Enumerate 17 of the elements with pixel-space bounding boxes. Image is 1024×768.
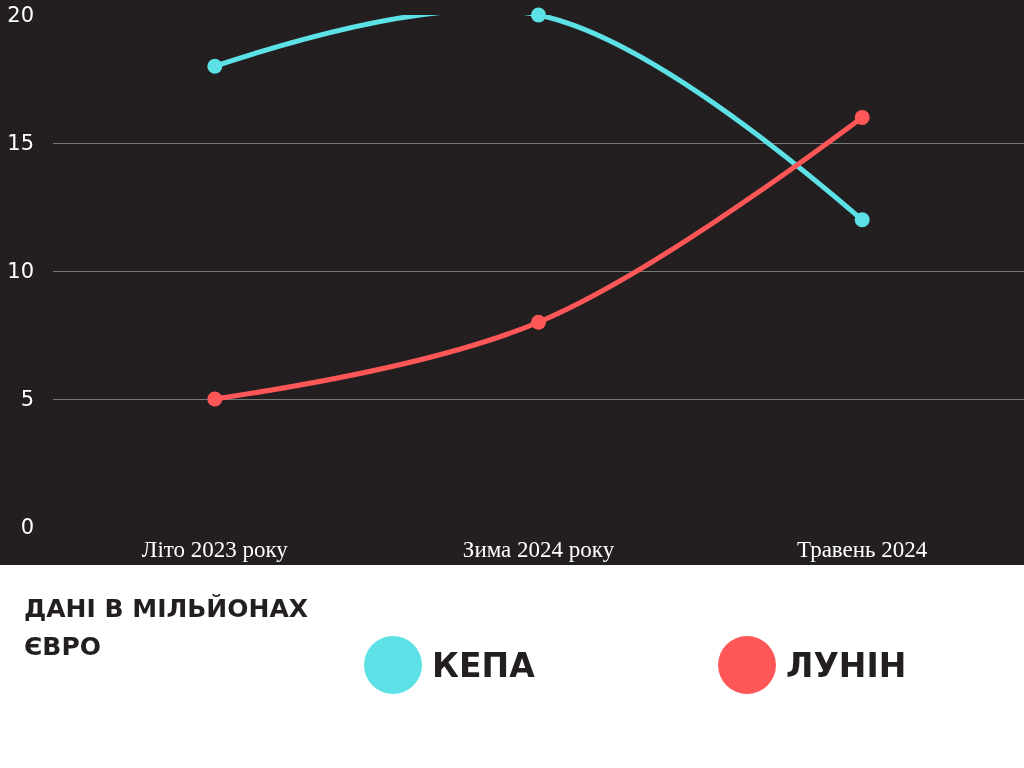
y-tick-label: 10 — [7, 259, 34, 284]
y-tick-label: 5 — [20, 387, 34, 412]
y-tick-label: 15 — [7, 131, 34, 156]
point — [531, 7, 546, 23]
x-tick-label: Травень 2024 — [796, 537, 928, 562]
x-tick-label: Літо 2023 року — [141, 537, 289, 562]
legend-label: КЕПА — [432, 645, 535, 685]
point — [854, 109, 870, 125]
text: ДАНІ В МІЛЬЙОНАХ ЄВРО — [24, 593, 310, 663]
legend-label: ЛУНІН — [786, 645, 907, 685]
point — [854, 212, 870, 228]
point — [207, 391, 223, 407]
y-tick-label: 0 — [20, 515, 34, 540]
x-tick-label: Зима 2024 року — [462, 537, 615, 562]
y-tick-label: 20 — [7, 3, 34, 28]
point — [531, 314, 546, 330]
point — [207, 58, 223, 74]
